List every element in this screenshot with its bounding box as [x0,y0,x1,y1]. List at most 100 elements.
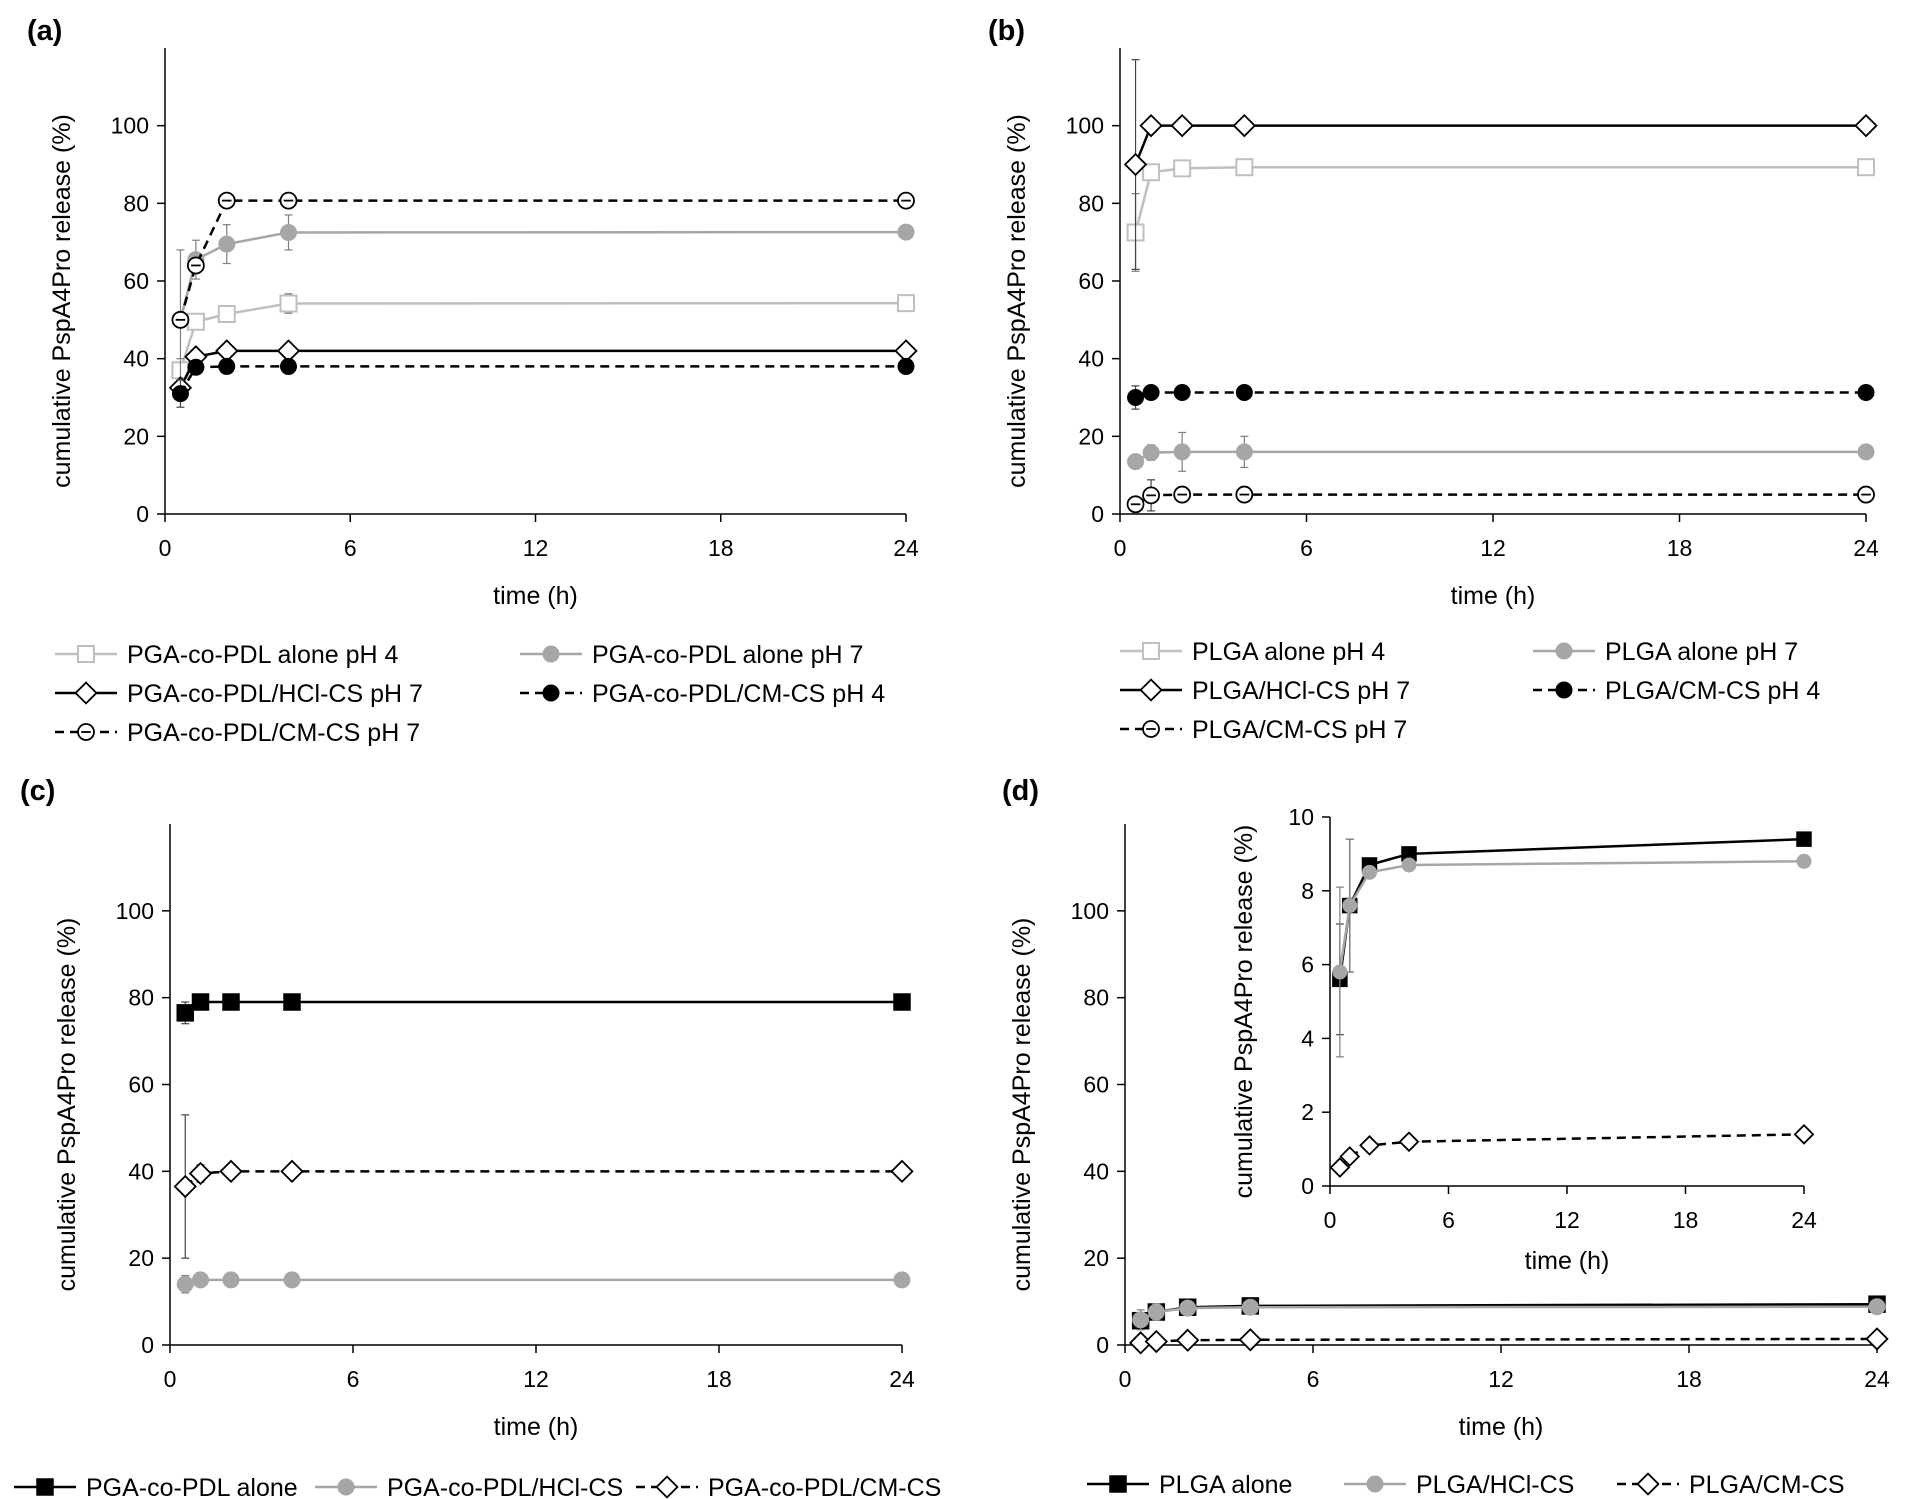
panel-d-inset-series-2-point-4-shape [1401,857,1417,873]
panel-c-series-1-point-4 [283,993,301,1011]
panel-a-y-axis-title: cumulative PspA4Pro release (%) [48,114,76,488]
panel-b-legend-item-2-marker [1555,642,1573,660]
panel-d-inset-x-tick-label-0: 0 [1324,1207,1337,1233]
panel-c-series-1-point-3 [222,993,240,1011]
panel-d-inset-y-tick-label-4: 4 [1301,1025,1314,1051]
panel-b-series-5-point-2 [1142,486,1160,505]
panel-d-legend-item-1-marker [1109,1475,1127,1493]
panel-c-series-3-point-2-shape [188,1161,213,1186]
panel-c-x-tick-label-6: 6 [347,1366,360,1392]
panel-c-x-tick-label-24: 24 [889,1366,915,1392]
panel-d-inset-series-2-point-4 [1401,857,1417,873]
panel-b-series-1-line [1134,165,1866,233]
panel-d-inset-series-3-point-4-shape [1398,1131,1420,1153]
panel-d-label: (d) [1002,775,1039,807]
panel-d-series-2-point-2 [1147,1303,1165,1321]
panel-d-inset-y-tick-label-2: 2 [1301,1099,1314,1125]
panel-a-y-tick-label-100: 100 [111,113,149,139]
panel-b-x-tick-label-18: 18 [1667,535,1693,561]
panel-d-inset-x-tick-label-24: 24 [1791,1207,1817,1233]
panel-b-series-5-point-5 [1857,485,1875,504]
panel-b-x-tick-label-0: 0 [1114,535,1127,561]
panel-d-legend-item-2-marker [1366,1475,1384,1493]
panel-b-series-1-point-3 [1173,159,1192,178]
panel-d-inset-series-3-point-1-shape [1329,1157,1351,1178]
panel-c-series-3-point-3-shape [219,1159,243,1184]
panel-b-series-2-point-5-shape [1857,443,1875,461]
panel-d-inset-series-3-point-5 [1793,1123,1815,1145]
panel-a-y-tick-label-20: 20 [123,423,149,449]
panel-c-y-tick-label-80: 80 [128,985,154,1011]
panel-b-series-4-point-2 [1142,383,1160,401]
panel-a-series-5-point-4 [279,191,298,210]
panel-c-series-3-point-1 [173,1174,197,1199]
panel-a-legend-item-1-marker [77,645,95,663]
panel-d-series-3-point-4 [1238,1328,1263,1352]
panel-d-inset-y-tick-label-8: 8 [1301,878,1314,904]
panel-b-series-2-point-3-shape [1173,443,1191,461]
panel-c-y-tick-label-0: 0 [141,1332,154,1358]
panel-d-inset-series-2-point-1-shape [1332,964,1348,980]
panel-a-series-1-point-4 [279,294,298,313]
panel-b-series-3-point-5-shape [1854,113,1878,138]
panel-d-y-tick-label-40: 40 [1083,1158,1109,1184]
panel-a-series-5-point-3 [217,191,236,210]
panel-a-series-1-point-2-shape [186,312,205,331]
panel-c-series-3-point-4 [280,1159,304,1184]
panel-b-series-3-point-5 [1854,113,1878,138]
panel-b-series-2-point-1-shape [1127,453,1145,471]
panel-d-series-3-point-5-shape [1865,1327,1889,1351]
panel-d-inset-series-3-point-1 [1329,1157,1351,1178]
panel-d-series-2-point-4 [1241,1298,1259,1316]
panel-c-legend-item-1-label: PGA-co-PDL alone [86,1474,298,1499]
panel-b-legend-item-4-marker-shape [1555,681,1573,699]
panel-b-series-2-point-5 [1857,443,1875,461]
panel-b-series-4-point-1 [1127,389,1145,406]
panel-a-x-tick-label-24: 24 [893,535,919,561]
panel-b-series-2-point-3 [1173,443,1191,461]
panel-a-series-2-point-3 [218,235,236,253]
panel-d-series-3-point-4-shape [1238,1328,1263,1352]
panel-c-legend-item-1-marker-shape [36,1478,54,1496]
panel-c-label: (c) [20,775,55,807]
panel-b-series-4-point-3-shape [1173,383,1191,401]
panel-c-y-tick-label-100: 100 [116,898,154,924]
panel-b-legend-item-1-marker-shape [1142,642,1160,660]
panel-d-inset-x-tick-label-18: 18 [1673,1207,1699,1233]
panel-d-series-3-point-5 [1865,1327,1889,1351]
panel-d-inset-series-2-point-3 [1362,864,1377,880]
panel-d-inset-y-axis-title: cumulative PspA4Pro release (%) [1230,825,1258,1199]
panel-a-series-1-point-3 [217,305,236,324]
panel-d-inset-series-2-point-5-shape [1796,853,1812,869]
panel-a-legend-item-1-marker-shape [77,645,95,663]
panel-b-series-4-point-5-shape [1857,383,1875,401]
panel-b-legend-item-1-label: PLGA alone pH 4 [1192,638,1385,666]
panel-b-label: (b) [988,15,1025,47]
panel-b-legend-item-4-marker [1555,681,1573,699]
panel-d-series-2-point-1-shape [1132,1311,1150,1329]
panel-c-series-2-point-2-shape [192,1271,209,1289]
panel-b-y-tick-label-80: 80 [1078,190,1104,216]
panel-b-legend-item-2-label: PLGA alone pH 7 [1605,638,1798,666]
panel-b-series-2-point-2 [1142,444,1160,462]
panel-a-series-2-point-3-shape [218,235,236,253]
panel-b-legend-item-4-label: PLGA/CM-CS pH 4 [1605,677,1820,705]
panel-a-series-4-point-2-shape [187,358,205,376]
panel-d-inset-series-3-point-2-shape [1339,1146,1361,1167]
panel-b-series-4-point-4-shape [1235,383,1253,401]
panel-d-series-2-point-3 [1179,1299,1197,1317]
panel-c-series-3-point-2 [188,1161,213,1186]
panel-b-series-3-point-4 [1232,113,1257,138]
panel-a-x-tick-label-6: 6 [344,535,357,561]
panel-c-series-2-point-3-shape [222,1271,240,1289]
panel-a-y-tick-label-80: 80 [123,190,149,216]
panel-c-series-3-point-3 [219,1159,243,1184]
panel-a-series-4-point-2 [187,358,205,376]
panel-b-series-1-point-2-shape [1142,163,1161,182]
panel-b-series-4-point-2-shape [1142,383,1160,401]
panel-d-series-2-point-5 [1868,1298,1886,1316]
panel-b-series-3-point-4-shape [1232,113,1257,138]
panel-b-y-tick-label-0: 0 [1091,501,1104,527]
panel-a-series-2-point-4-shape [280,223,297,241]
panel-d-inset-x-axis-title: time (h) [1525,1247,1610,1275]
